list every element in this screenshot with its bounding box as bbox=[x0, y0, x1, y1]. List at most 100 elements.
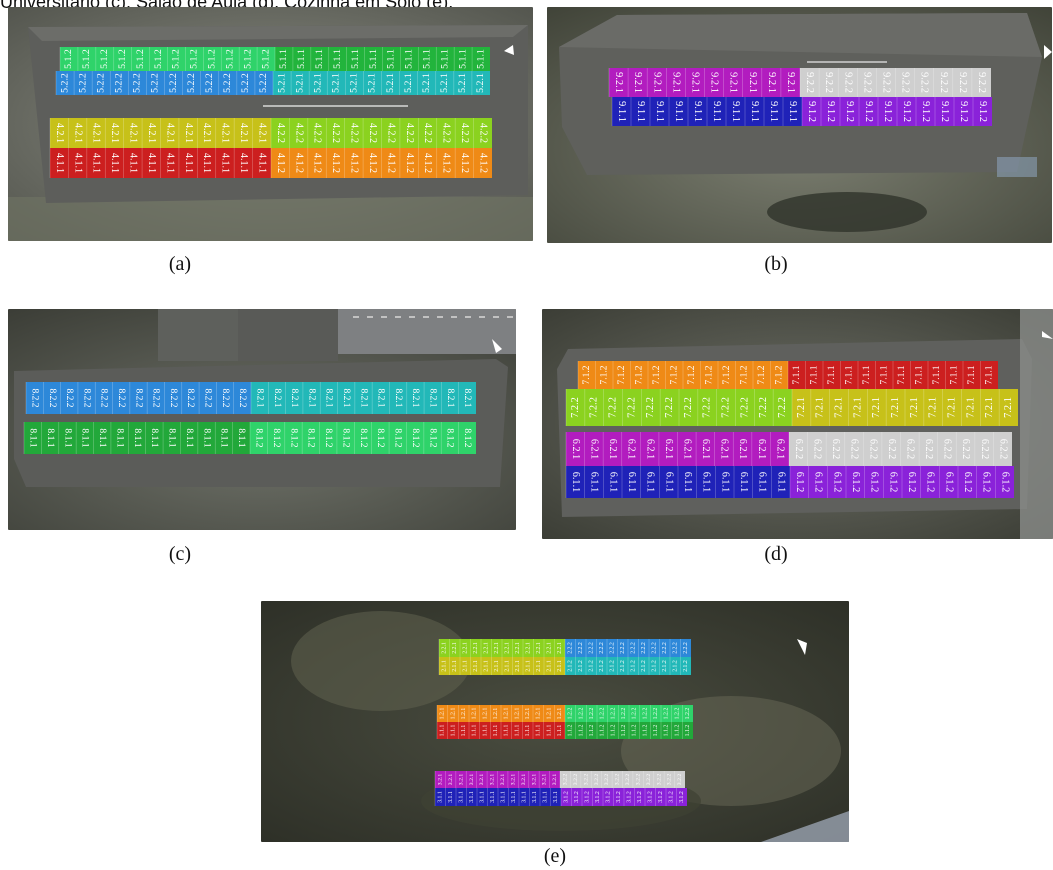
panel-a-module-label: 4.2.1 bbox=[91, 123, 102, 143]
panel-a-module-label: 4.1.2 bbox=[459, 153, 470, 173]
panel-d-module-label: 7.1.1 bbox=[808, 365, 819, 384]
panel-d-module-label: 7.1.2 bbox=[651, 365, 662, 384]
panel-e-module-label: 3.1.1 bbox=[469, 791, 475, 803]
panel-d-module-label: 7.1.2 bbox=[721, 365, 732, 384]
panel-e-module-label: 3.1.2 bbox=[658, 791, 664, 803]
panel-a-module-label: 5.1.2 bbox=[99, 49, 110, 69]
panel-d-module-label: 7.1.2 bbox=[581, 365, 592, 384]
panel-d-array-block-6-2-2 bbox=[789, 432, 1012, 466]
panel-b-label: (b) bbox=[764, 253, 788, 275]
panel-e-module-label: 2.1.2 bbox=[589, 660, 595, 672]
panel-e-module-label: 2.1.2 bbox=[620, 660, 626, 672]
panel-b-module-label: 9.1.1 bbox=[768, 101, 779, 122]
panel-e-module-label: 2.2.1 bbox=[536, 642, 542, 654]
panel-a-module-label: 5.1.1 bbox=[457, 49, 468, 69]
panel-a-module-label: 5.1.1 bbox=[404, 49, 415, 69]
panel-e-module-label: 2.2.2 bbox=[652, 642, 658, 654]
panel-e-module-label: 2.1.2 bbox=[610, 660, 616, 672]
panel-e-module-label: 3.1.2 bbox=[679, 791, 685, 803]
panel-c-module-label: 8.1.2 bbox=[306, 428, 317, 447]
panel-e-module-label: 1.2.1 bbox=[536, 708, 542, 720]
panel-d-module-label: 7.1.2 bbox=[703, 365, 714, 384]
panel-a-module-label: 5.1.1 bbox=[332, 49, 343, 69]
panel-b-module-label: 9.2.1 bbox=[728, 72, 739, 93]
panel-e-module-label: 1.1.2 bbox=[578, 725, 584, 737]
panel-e-module-label: 2.2.2 bbox=[578, 642, 584, 654]
panel-d-module-label: 7.2.2 bbox=[739, 397, 750, 418]
panel-a-array-block-5-1-2 bbox=[60, 47, 275, 71]
panel-e-module-label: 2.1.1 bbox=[442, 660, 448, 672]
panel-e-module-label: 3.1.1 bbox=[553, 791, 559, 803]
panel-d-module-label: 6.1.2 bbox=[981, 472, 992, 493]
panel-d-label: (d) bbox=[764, 543, 788, 565]
panel-d-module-label: 6.2.1 bbox=[700, 439, 711, 459]
panel-a-array-block-4-2-2 bbox=[271, 118, 492, 148]
panel-e-module-label: 3.1.2 bbox=[585, 791, 591, 803]
panel-a-module-label: 4.1.1 bbox=[109, 153, 120, 173]
panel-a-module-label: 5.1.1 bbox=[350, 49, 361, 69]
panel-a-module-label: 4.2.2 bbox=[349, 123, 360, 143]
panel-e-module-label: 1.1.2 bbox=[653, 725, 659, 737]
panel-a-module-label: 4.1.1 bbox=[220, 153, 231, 173]
panel-e-module-label: 1.1.1 bbox=[493, 725, 499, 737]
panel-d-module-label: 7.2.1 bbox=[815, 397, 826, 418]
panel-e-module-label: 3.2.2 bbox=[615, 774, 621, 786]
panel-b-module-label: 9.2.1 bbox=[709, 72, 720, 93]
panel-d-module-label: 6.1.2 bbox=[813, 472, 824, 493]
panel-e-module-label: 2.2.2 bbox=[631, 642, 637, 654]
panel-d-module-label: 6.1.2 bbox=[794, 472, 805, 493]
panel-e-module-label: 3.1.2 bbox=[616, 791, 622, 803]
panel-c-module-label: 8.2.1 bbox=[445, 389, 455, 408]
panel-e-ground: 2.2.1 2.2.1 2.2.1 2.2.1 2.2.1 2.2.1 2.2.1 2.2.1… bbox=[261, 601, 849, 842]
panel-e-module-label: 3.2.1 bbox=[458, 774, 464, 786]
panel-e-module-label: 3.2.2 bbox=[573, 774, 579, 786]
panel-a-module-label: 4.2.2 bbox=[422, 123, 433, 143]
panel-c-module-label: 8.2.1 bbox=[306, 389, 316, 408]
panel-a-module-label: 4.1.2 bbox=[312, 153, 323, 173]
panel-d-module-label: 6.1.2 bbox=[850, 472, 861, 493]
panel-e-array-block-1-1-1 bbox=[437, 722, 565, 739]
panel-e-module-label: 1.1.2 bbox=[589, 725, 595, 737]
panel-b-module-label: 9.2.1 bbox=[747, 72, 758, 93]
panel-a-module-label: 4.1.1 bbox=[183, 153, 194, 173]
panel-d-array-block-6-2-1 bbox=[566, 432, 789, 466]
panel-a-module-label: 4.1.2 bbox=[441, 153, 452, 173]
panel-b-module-label: 9.2.2 bbox=[804, 72, 815, 93]
panel-d-module-label: 7.1.2 bbox=[686, 365, 697, 384]
panel-e-module-label: 3.1.2 bbox=[669, 791, 675, 803]
panel-d-module-label: 7.2.2 bbox=[626, 397, 637, 418]
panel-b-module-label: 9.2.2 bbox=[938, 72, 949, 93]
panel-e-module-label: 3.1.2 bbox=[648, 791, 654, 803]
panel-e-array-block-3-1-1 bbox=[435, 788, 561, 806]
panel-e-module-label: 1.2.2 bbox=[568, 708, 574, 720]
panel-d-module-label: 7.1.1 bbox=[878, 365, 889, 384]
panel-d-array-block-6-1-2 bbox=[790, 466, 1014, 498]
panel-d-module-label: 7.1.1 bbox=[861, 365, 872, 384]
panel-c-module-label: 8.2.1 bbox=[289, 389, 299, 408]
panel-d-module-label: 7.2.1 bbox=[871, 397, 882, 418]
panel-e-array-block-2-1-2 bbox=[565, 657, 691, 675]
panel-e-module-label: 3.2.2 bbox=[563, 774, 569, 786]
panel-a-module-label: 4.1.1 bbox=[238, 153, 249, 173]
panel-a-module-label: 4.2.2 bbox=[293, 123, 304, 143]
panel-c-module-label: 8.1.2 bbox=[323, 428, 334, 447]
panel-e-module-label: 2.1.1 bbox=[505, 660, 511, 672]
panel-b-module-label: 9.2.1 bbox=[690, 72, 701, 93]
panel-e-module-label: 3.1.1 bbox=[490, 791, 496, 803]
panel-e-module-label: 2.1.2 bbox=[599, 660, 605, 672]
panel-c-array-block-8-2-2 bbox=[26, 382, 251, 414]
panel-a-module-label: 5.1.2 bbox=[207, 49, 218, 69]
panel-d-module-label: 6.2.2 bbox=[942, 439, 953, 459]
panel-c-module-label: 8.1.1 bbox=[167, 428, 178, 447]
panel-a-module-label: 5.1.1 bbox=[368, 49, 379, 69]
panel-c-module-label: 8.1.1 bbox=[62, 428, 73, 447]
panel-e-module-label: 2.2.2 bbox=[599, 642, 605, 654]
panel-a-module-label: 4.2.2 bbox=[275, 123, 286, 143]
panel-d-module-label: 6.1.1 bbox=[645, 472, 656, 493]
panel-d-module-label: 7.2.1 bbox=[890, 397, 901, 418]
panel-e-module-label: 3.1.1 bbox=[543, 791, 549, 803]
panel-a-module-label: 4.2.2 bbox=[330, 123, 341, 143]
panel-e-module-label: 3.2.2 bbox=[646, 774, 652, 786]
panel-c-module-label: 8.2.2 bbox=[99, 389, 109, 408]
panel-d-module-label: 7.1.1 bbox=[826, 365, 837, 384]
